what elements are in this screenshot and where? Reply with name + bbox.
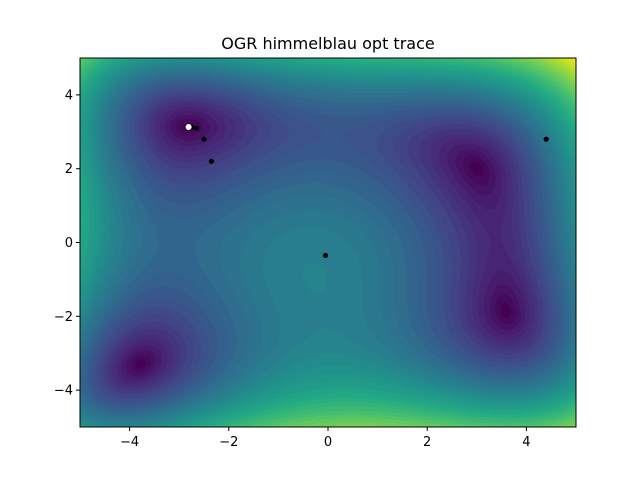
- trace-point: [201, 136, 207, 142]
- y-tick-label: 2: [65, 162, 73, 177]
- trace-point: [543, 136, 549, 142]
- y-axis: −4 −2 0 2 4: [54, 88, 80, 399]
- final-point: [185, 124, 192, 131]
- x-tick-label: −2: [219, 435, 238, 450]
- trace-point: [193, 125, 200, 131]
- x-tick-label: 4: [522, 435, 530, 450]
- x-axis: −4 −2 0 2 4: [120, 427, 531, 450]
- trace-layer: [185, 124, 549, 259]
- y-tick-label: 0: [65, 236, 73, 251]
- x-tick-label: 0: [324, 435, 332, 450]
- y-tick-label: −4: [54, 384, 73, 399]
- x-tick-label: 2: [423, 435, 431, 450]
- x-tick-label: −4: [120, 435, 139, 450]
- y-tick-label: −2: [54, 310, 73, 325]
- trace-point: [322, 252, 329, 259]
- y-tick-label: 4: [65, 88, 73, 103]
- trace-point: [208, 158, 215, 164]
- chart-title: OGR himmelblau opt trace: [221, 34, 434, 53]
